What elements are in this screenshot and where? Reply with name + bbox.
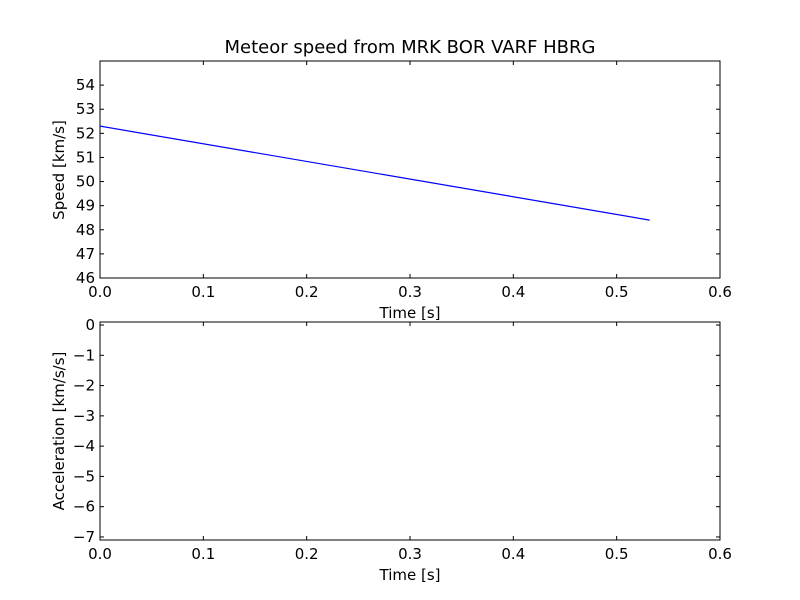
acceleration-y-tick-label: −4 xyxy=(73,437,95,455)
speed-y-tick-label: 47 xyxy=(76,245,95,263)
speed-x-tick-label: 0.5 xyxy=(605,283,629,301)
acceleration-x-tick-label: 0.0 xyxy=(88,545,112,563)
speed-x-tick-label: 0.1 xyxy=(191,283,215,301)
acceleration-x-tick-label: 0.3 xyxy=(398,545,422,563)
acceleration-ticks: 0.0 0.1 0.2 0.3 0.4 0.5 0.6 0 −1 −2 −3 −4 −5 −6 −7 xyxy=(73,316,732,563)
speed-y-tick-label: 50 xyxy=(76,173,95,191)
speed-series xyxy=(99,125,650,221)
acceleration-y-tick-label: −6 xyxy=(73,498,95,516)
acceleration-y-tick-label: −3 xyxy=(73,407,95,425)
acceleration-axes: 0.0 0.1 0.2 0.3 0.4 0.5 0.6 0 −1 −2 −3 −4 −5 −6 −7 Tim… xyxy=(50,316,732,584)
acceleration-y-axis-label: Acceleration [km/s/s] xyxy=(50,352,68,511)
acceleration-y-tick-label: −1 xyxy=(73,346,95,364)
speed-ticks: 0.0 0.1 0.2 0.3 0.4 0.5 0.6 46 47 48 49 50 51 52 53 54 xyxy=(76,61,732,301)
speed-y-tick-label: 54 xyxy=(76,76,95,94)
acceleration-x-tick-label: 0.4 xyxy=(501,545,525,563)
acceleration-x-tick-label: 0.6 xyxy=(708,545,732,563)
speed-y-axis-label: Speed [km/s] xyxy=(50,120,68,220)
speed-x-tick-label: 0.4 xyxy=(501,283,525,301)
speed-y-tick-label: 51 xyxy=(76,148,95,166)
acceleration-x-tick-label: 0.5 xyxy=(605,545,629,563)
acceleration-y-tick-label: −5 xyxy=(73,467,95,485)
acceleration-x-tick-label: 0.1 xyxy=(191,545,215,563)
acceleration-plot-area xyxy=(99,321,721,541)
speed-x-tick-label: 0.6 xyxy=(708,283,732,301)
chart-title: Meteor speed from MRK BOR VARF HBRG xyxy=(225,37,596,58)
speed-y-tick-label: 53 xyxy=(76,100,95,118)
acceleration-y-tick-label: −2 xyxy=(73,377,95,395)
speed-x-tick-label: 0.0 xyxy=(88,283,112,301)
speed-x-tick-label: 0.2 xyxy=(295,283,319,301)
acceleration-y-tick-label: 0 xyxy=(85,316,95,334)
speed-y-tick-label: 46 xyxy=(76,269,95,287)
acceleration-x-axis-label: Time [s] xyxy=(379,566,441,584)
speed-y-tick-label: 52 xyxy=(76,124,95,142)
speed-series-line xyxy=(99,125,650,221)
speed-x-axis-label: Time [s] xyxy=(379,304,441,322)
speed-y-tick-label: 49 xyxy=(76,197,95,215)
speed-plot-area xyxy=(99,60,721,279)
speed-axes: Meteor speed from MRK BOR VARF HBRG 0.0 0… xyxy=(50,37,732,322)
speed-y-tick-label: 48 xyxy=(76,221,95,239)
acceleration-y-tick-label: −7 xyxy=(73,528,95,546)
speed-x-tick-label: 0.3 xyxy=(398,283,422,301)
acceleration-x-tick-label: 0.2 xyxy=(295,545,319,563)
